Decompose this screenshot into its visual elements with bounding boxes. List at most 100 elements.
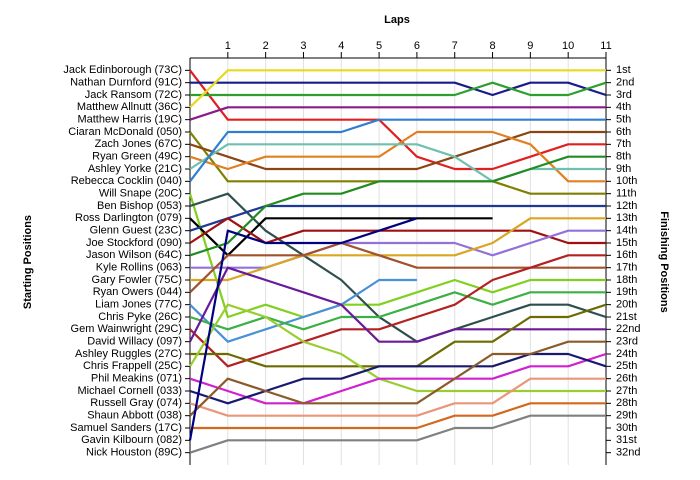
finish-label: 8th (616, 151, 631, 163)
finish-label: 7th (616, 138, 631, 150)
x-tick-label: 8 (489, 40, 495, 52)
finish-label: 30th (616, 422, 637, 434)
finish-label: 25th (616, 360, 637, 372)
series-line (189, 241, 606, 294)
start-label: Samuel Sanders (17C) (70, 422, 182, 434)
x-tick-label: 9 (527, 40, 533, 52)
start-label: Glenn Guest (23C) (90, 225, 182, 237)
finish-label: 5th (616, 114, 631, 126)
series-line (188, 193, 606, 319)
finish-label: 11th (616, 188, 637, 200)
y-axis-label: Starting Positions (22, 215, 34, 309)
finish-label: 10th (616, 175, 637, 187)
series-line (189, 254, 606, 368)
start-label: Matthew Harris (19C) (77, 114, 182, 126)
finish-label: 3rd (616, 89, 632, 101)
finish-label: 31st (616, 434, 637, 446)
finish-label: 18th (616, 274, 637, 286)
start-label: Phil Meakins (071) (91, 373, 182, 385)
finish-label: 27th (616, 385, 637, 397)
start-label: Ciaran McDonald (050) (68, 126, 182, 138)
start-label: Matthew Allnutt (36C) (77, 101, 182, 113)
start-label: David Willacy (097) (87, 336, 182, 348)
start-label: Ryan Green (49C) (92, 151, 182, 163)
series-line (189, 377, 606, 417)
start-label: Michael Cornell (033) (77, 385, 182, 397)
series-line (189, 69, 606, 109)
finish-label: 2nd (616, 77, 634, 89)
start-label: Joe Stockford (090) (86, 237, 182, 249)
start-label: Zach Jones (67C) (95, 138, 182, 150)
series-line (189, 352, 607, 405)
start-label: Gem Wainwright (29C) (71, 323, 182, 335)
series-line (189, 414, 606, 454)
start-label: Gavin Kilbourn (082) (81, 434, 182, 446)
x-tick-label: 2 (263, 40, 269, 52)
x-tick-label: 3 (300, 40, 306, 52)
start-label: Jason Wilson (64C) (86, 249, 182, 261)
start-label: Kyle Rollins (063) (96, 262, 182, 274)
series-line (190, 81, 607, 97)
series-line (189, 130, 606, 171)
series-line (189, 303, 606, 393)
series-line (189, 340, 606, 417)
series-line (189, 217, 606, 245)
x-tick-label: 7 (452, 40, 458, 52)
series-line (190, 217, 606, 282)
series-line (189, 118, 606, 183)
start-label: Ashley Ruggles (27C) (75, 348, 182, 360)
series-line (189, 352, 607, 405)
finish-label: 21st (616, 311, 637, 323)
series-line (189, 69, 606, 171)
finish-label: 16th (616, 249, 637, 261)
series-line (189, 106, 606, 121)
x-tick-label: 6 (414, 40, 420, 52)
series-line (190, 229, 606, 269)
finish-label: 23rd (616, 336, 638, 348)
start-label: Jack Ransom (72C) (85, 89, 182, 101)
start-label: Rebecca Cocklin (040) (71, 175, 182, 187)
finish-label: 28th (616, 397, 637, 409)
finish-label: 6th (616, 126, 631, 138)
finish-label: 19th (616, 286, 637, 298)
start-label: Russell Gray (074) (90, 397, 182, 409)
finish-label: 24th (616, 348, 637, 360)
start-label: Ryan Owers (044) (93, 286, 182, 298)
finish-label: 17th (616, 262, 637, 274)
x-tick-label: 10 (562, 40, 574, 52)
series-line (189, 278, 417, 343)
start-label: Gary Fowler (75C) (92, 274, 182, 286)
series-line (189, 143, 606, 183)
x-tick-label: 1 (225, 40, 231, 52)
finish-label: 20th (616, 299, 637, 311)
finish-label: 26th (616, 373, 637, 385)
series-line (190, 402, 606, 430)
start-label: Will Snape (20C) (99, 188, 182, 200)
start-label: Ashley Yorke (21C) (88, 163, 182, 175)
finish-label: 12th (616, 200, 637, 212)
start-label: Ross Darlington (079) (75, 212, 182, 224)
series-line (189, 155, 606, 257)
series-line (190, 81, 607, 97)
series-line (189, 217, 493, 257)
finish-label: 4th (616, 101, 631, 113)
start-label: Chris Pyke (26C) (98, 311, 182, 323)
finish-label: 9th (616, 163, 631, 175)
series-line (189, 204, 606, 232)
finish-label: 29th (616, 410, 637, 422)
x-tick-label: 5 (376, 40, 382, 52)
start-label: Nathan Durnford (91C) (70, 77, 182, 89)
start-label: Jack Edinborough (73C) (63, 64, 182, 76)
start-label: Liam Jones (77C) (95, 299, 182, 311)
finish-label: 1st (616, 64, 631, 76)
finish-label: 32nd (616, 447, 640, 459)
start-label: Nick Houston (89C) (86, 447, 182, 459)
finish-label: 14th (616, 225, 637, 237)
x-tick-label: 4 (338, 40, 344, 52)
series-line (189, 266, 606, 343)
series-line (188, 217, 418, 441)
y2-axis-label: Finishing Positions (658, 211, 670, 312)
finish-label: 22nd (616, 323, 640, 335)
finish-label: 13th (616, 212, 637, 224)
